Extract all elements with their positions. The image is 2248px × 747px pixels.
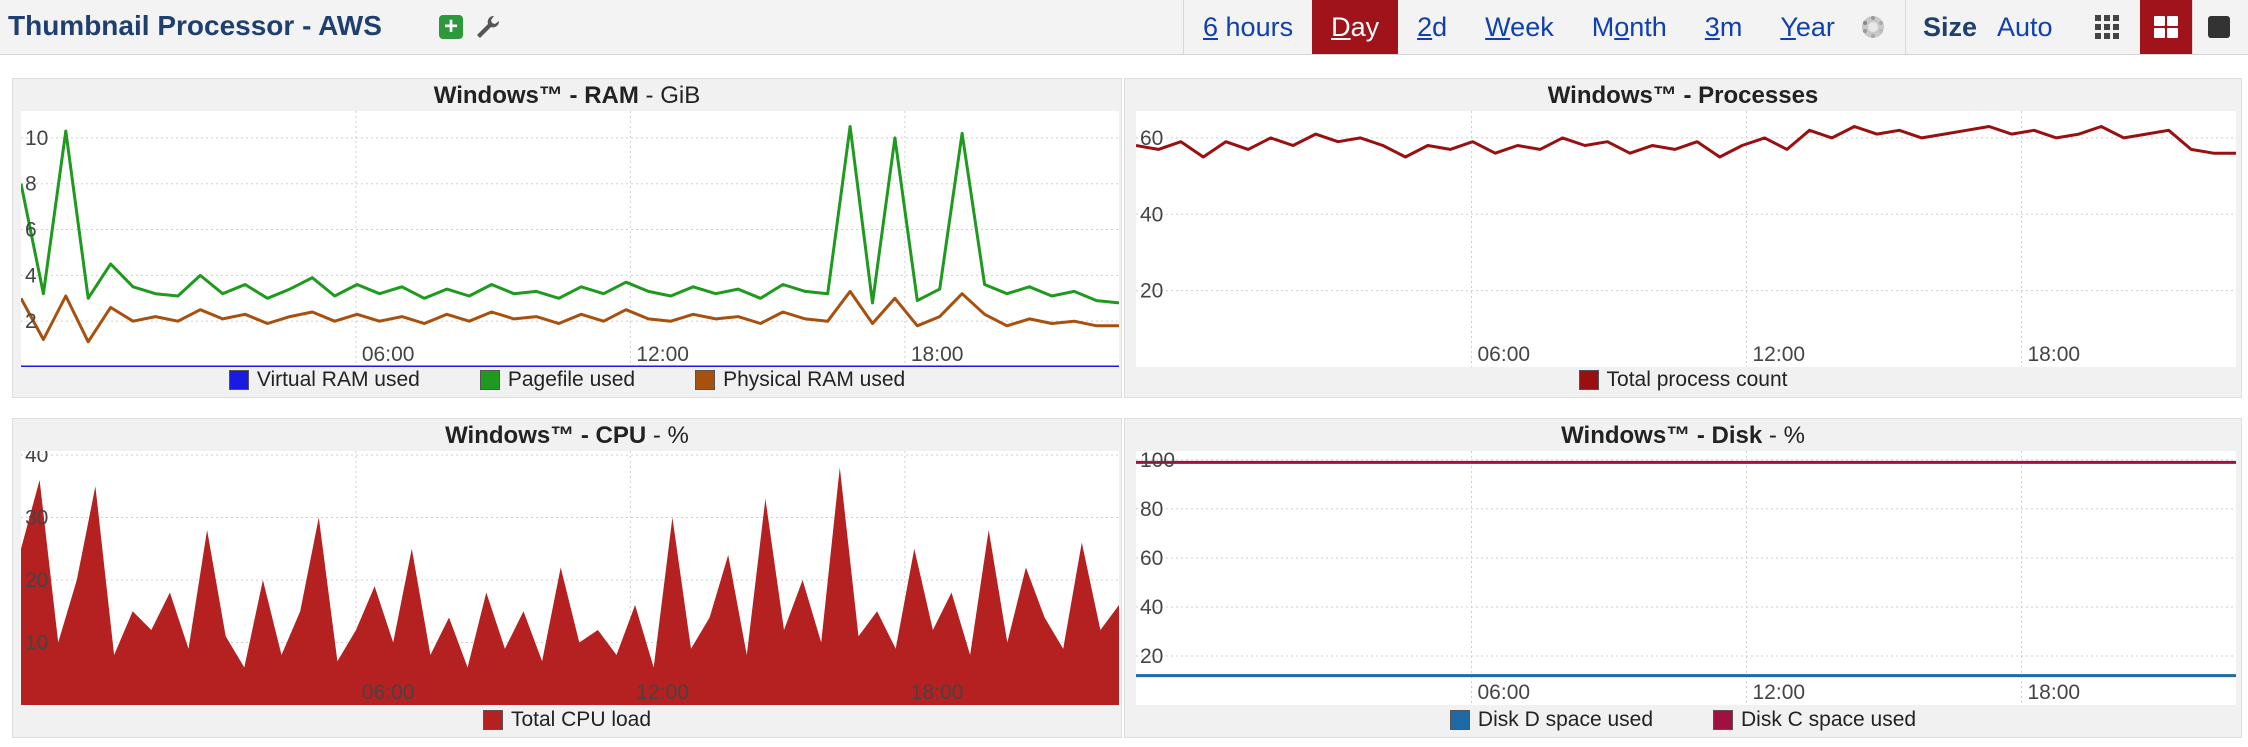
processes-title-bold: Windows™ - Processes (1547, 82, 1819, 109)
size-label: Size (1923, 11, 1978, 42)
cpu-y-tick-label: 20 (25, 569, 48, 592)
time-range-selector: 6 hours Day 2d Week Month 3m Year (1183, 0, 1854, 54)
disk-title-bold: Windows™ - Disk (1561, 422, 1763, 449)
ram-series-2 (21, 289, 1119, 344)
cpu-panel-title: Windows™ - CPU - % (13, 422, 1121, 450)
ram-title-unit: - GiB (638, 82, 701, 109)
processes-legend-label: Total process count (1606, 368, 1788, 391)
grid-9-icon[interactable] (2081, 0, 2133, 54)
processes-series-0 (1136, 125, 2236, 159)
disk-legend-swatch (1449, 710, 1470, 730)
range-link-3[interactable]: Week (1485, 12, 1554, 42)
processes-x-tick-label: 18:00 (2028, 343, 2081, 366)
ram-legend-label: Virtual RAM used (256, 368, 420, 391)
ram-x-tick-label: 18:00 (911, 343, 964, 366)
disk-y-tick-label: 80 (1140, 498, 1163, 521)
ram-y-tick-label: 2 (25, 310, 37, 333)
processes-y-tick-label: 60 (1140, 127, 1163, 150)
range-link-4[interactable]: Month (1591, 12, 1667, 42)
ram-legend-swatch (695, 370, 716, 390)
cpu-x-tick-label: 18:00 (911, 681, 964, 704)
add-icon[interactable]: + (436, 12, 466, 42)
ram-x-tick-label: 12:00 (636, 343, 689, 366)
grid-1-icon[interactable] (2192, 0, 2245, 54)
disk-panel: Windows™ - Disk - % 20 40 60 80 100 06:00 12:0… (1124, 418, 2242, 738)
range-link-5[interactable]: 3m (1704, 12, 1743, 42)
cpu-chart[interactable]: 10 20 30 40 06:00 12:00 18:00 (21, 451, 1119, 705)
processes-panel: Windows™ - Processes 20 40 60 06:00 12:00 18:… (1124, 78, 2242, 398)
wrench-icon[interactable] (473, 12, 503, 42)
cpu-x-tick-label: 12:00 (636, 681, 689, 704)
processes-x-tick-label: 06:00 (1478, 343, 1531, 366)
ram-legend: Virtual RAM used Pagefile used Physical RA… (13, 365, 1121, 395)
disk-x-tick-label: 12:00 (1753, 681, 1806, 704)
range-link-1[interactable]: Day (1312, 0, 1399, 54)
disk-x-tick-label: 06:00 (1478, 681, 1531, 704)
ram-y-tick-label: 8 (25, 173, 37, 196)
processes-legend-swatch (1578, 370, 1599, 390)
ram-y-tick-label: 4 (25, 264, 37, 287)
range-link-6[interactable]: Year (1780, 12, 1835, 42)
ram-legend-item[interactable]: Virtual RAM used (228, 368, 420, 392)
cpu-legend-item[interactable]: Total CPU load (482, 708, 652, 732)
range-link-0[interactable]: 6 hours (1203, 12, 1294, 42)
disk-legend: Disk D space used Disk C space used (1125, 705, 2241, 735)
disk-panel-title: Windows™ - Disk - % (1125, 422, 2241, 450)
range-link-2[interactable]: 2d (1417, 12, 1448, 42)
disk-y-tick-label: 20 (1140, 645, 1163, 668)
disk-y-tick-label: 40 (1140, 596, 1163, 619)
cpu-legend: Total CPU load (13, 705, 1121, 735)
disk-legend-item[interactable]: Disk D space used (1449, 708, 1653, 732)
top-toolbar: Thumbnail Processor - AWS + 6 hours Day 2d… (0, 0, 2248, 55)
disk-y-tick-label: 100 (1140, 451, 1175, 472)
cpu-panel: Windows™ - CPU - % 10 20 30 40 06:00 12:00 18:… (12, 418, 1122, 738)
ram-legend-item[interactable]: Physical RAM used (695, 368, 905, 392)
ram-legend-swatch (479, 370, 500, 390)
ram-x-tick-label: 06:00 (362, 343, 415, 366)
spinner-icon (1860, 14, 1886, 40)
ram-panel-title: Windows™ - RAM - GiB (13, 82, 1121, 110)
processes-y-tick-label: 20 (1140, 280, 1163, 303)
ram-y-tick-label: 6 (25, 219, 37, 242)
cpu-y-tick-label: 30 (25, 507, 48, 530)
ram-series-1 (21, 125, 1119, 305)
disk-legend-label: Disk C space used (1741, 708, 1917, 731)
ram-legend-label: Pagefile used (507, 368, 636, 391)
size-auto-link[interactable]: Auto (1997, 11, 2053, 42)
ram-y-tick-label: 10 (25, 127, 48, 150)
page-title: Thumbnail Processor - AWS (8, 10, 382, 41)
processes-y-tick-label: 40 (1140, 203, 1163, 226)
processes-panel-title: Windows™ - Processes (1125, 82, 2241, 110)
grid-4-icon[interactable] (2140, 0, 2192, 54)
processes-chart[interactable]: 20 40 60 06:00 12:00 18:00 (1136, 111, 2236, 367)
cpu-legend-swatch (482, 710, 503, 730)
ram-legend-swatch (228, 370, 249, 390)
ram-title-bold: Windows™ - RAM (433, 82, 639, 109)
disk-legend-item[interactable]: Disk C space used (1713, 708, 1916, 732)
ram-legend-label: Physical RAM used (723, 368, 906, 391)
cpu-x-tick-label: 06:00 (362, 681, 415, 704)
cpu-series-0 (21, 467, 1119, 705)
cpu-y-tick-label: 10 (25, 632, 48, 655)
disk-legend-label: Disk D space used (1477, 708, 1653, 731)
disk-x-tick-label: 18:00 (2028, 681, 2081, 704)
cpu-legend-label: Total CPU load (510, 708, 652, 731)
disk-title-unit: - % (1762, 422, 1805, 449)
processes-x-tick-label: 12:00 (1753, 343, 1806, 366)
cpu-y-tick-label: 40 (25, 451, 48, 467)
cpu-title-bold: Windows™ - CPU (445, 422, 647, 449)
processes-legend: Total process count (1125, 365, 2241, 395)
ram-chart[interactable]: 2 4 6 8 10 06:00 12:00 18:00 (21, 111, 1119, 367)
processes-legend-item[interactable]: Total process count (1578, 368, 1788, 392)
size-selector: Size Auto (1905, 0, 2053, 54)
disk-chart[interactable]: 20 40 60 80 100 06:00 12:00 18:00 (1136, 451, 2236, 705)
ram-legend-item[interactable]: Pagefile used (479, 368, 636, 392)
disk-legend-swatch (1713, 710, 1733, 730)
ram-panel: Windows™ - RAM - GiB 2 4 6 8 10 06:00 12:00 18:… (12, 78, 1122, 398)
cpu-title-unit: - % (646, 422, 689, 449)
disk-y-tick-label: 60 (1140, 547, 1163, 570)
